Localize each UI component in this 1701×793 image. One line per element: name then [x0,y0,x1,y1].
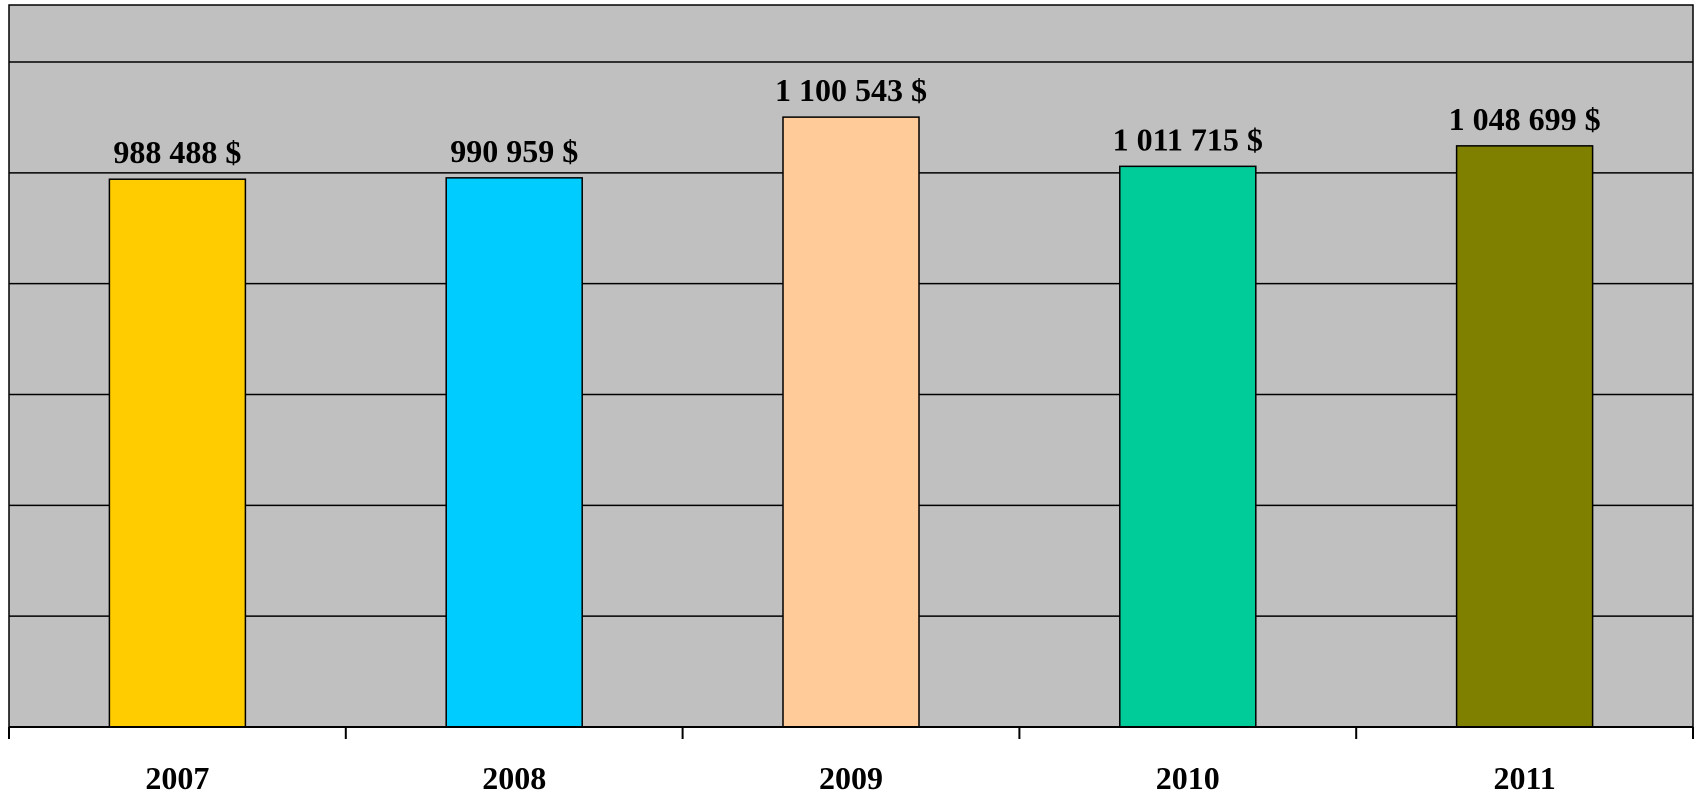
data-label-2011: 1 048 699 $ [1449,101,1601,137]
x-axis-tick-labels: 2007 2008 2009 2010 2011 [145,760,1555,793]
data-label-2008: 990 959 $ [450,133,578,169]
bar-2007 [108,178,247,728]
x-tick-label-2008: 2008 [482,760,546,793]
data-labels: 988 488 $ 990 959 $ 1 100 543 $ 1 011 715 $… [113,72,1600,170]
x-tick-label-2007: 2007 [145,760,209,793]
bar-2011 [1455,145,1594,728]
data-label-2009: 1 100 543 $ [775,72,927,108]
bars [108,116,1594,728]
bar-2010 [1119,165,1257,728]
x-tick-label-2011: 2011 [1493,760,1555,793]
bar-2009 [782,116,920,728]
x-tick-label-2009: 2009 [819,760,883,793]
x-axis-ticks [8,727,1694,739]
data-label-2010: 1 011 715 $ [1113,121,1263,157]
bar-2008 [445,177,583,728]
x-tick-label-2010: 2010 [1156,760,1220,793]
data-label-2007: 988 488 $ [113,134,241,170]
